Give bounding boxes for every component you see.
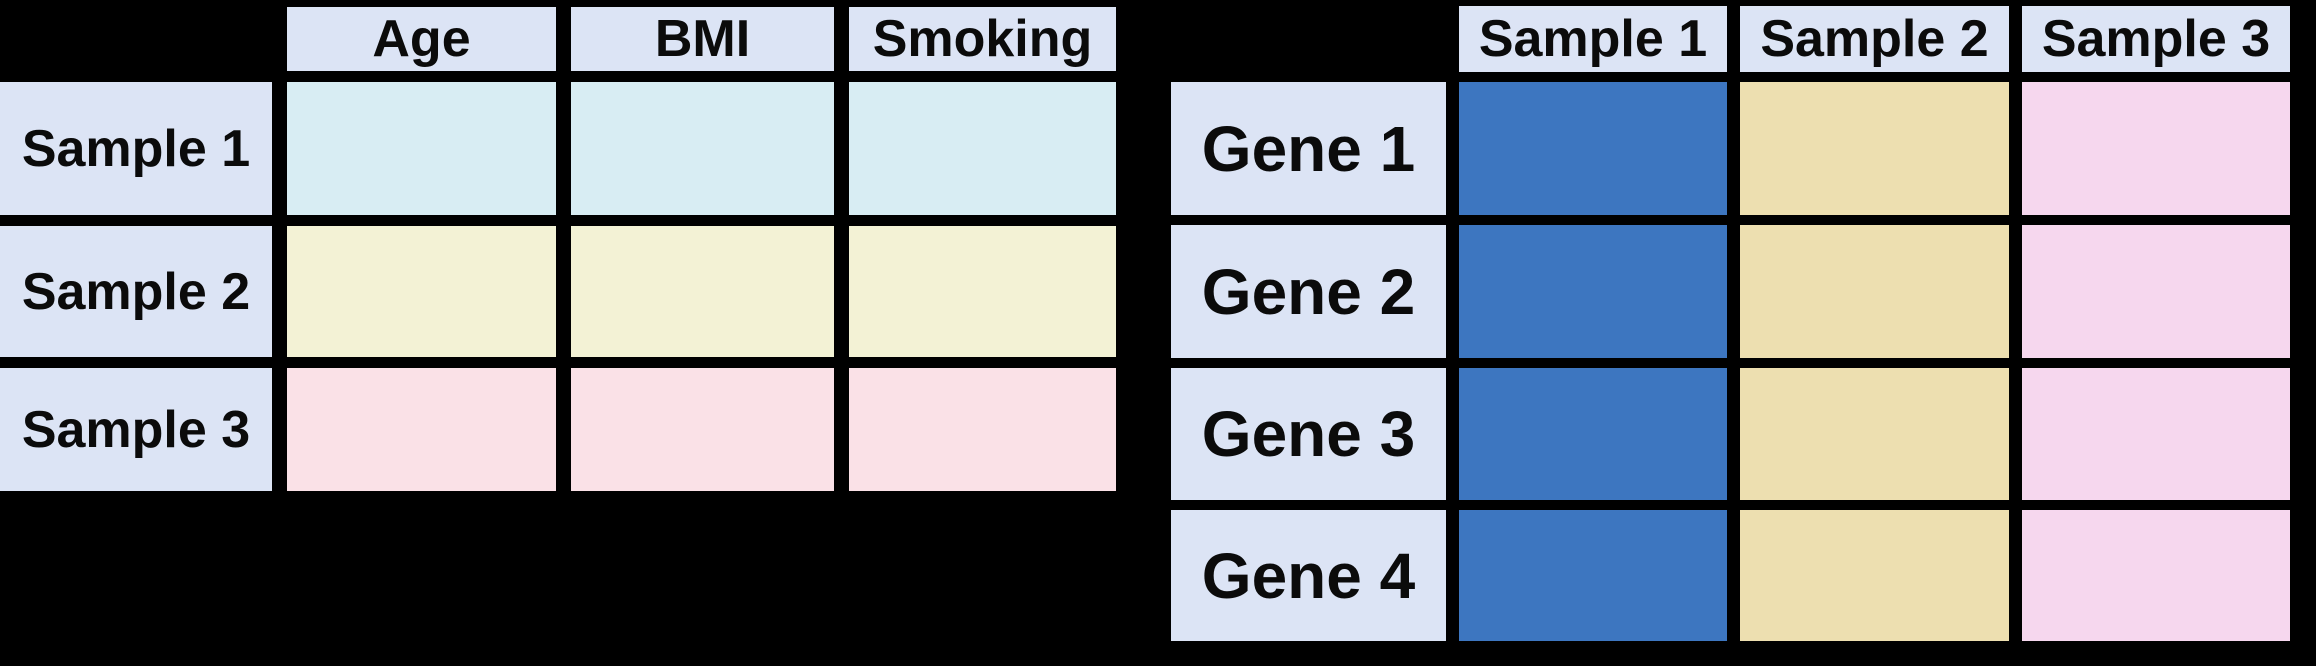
expression-data-cell-gene2-sample2	[1740, 225, 2009, 358]
expression-data-cell-gene3-sample2	[1740, 368, 2009, 500]
covariates-column-header-bmi: BMI	[571, 7, 834, 71]
covariates-column-header-age: Age	[287, 7, 556, 71]
covariates-data-cell-sample2-age	[287, 226, 556, 357]
expression-data-cell-gene1-sample2	[1740, 82, 2009, 215]
expression-data-cell-gene1-sample3	[2022, 82, 2290, 215]
covariates-data-cell-sample3-bmi	[571, 368, 834, 491]
covariates-row-header-sample1: Sample 1	[0, 82, 272, 215]
expression-data-cell-gene2-sample1	[1459, 225, 1727, 358]
expression-row-header-gene1: Gene 1	[1171, 82, 1446, 215]
covariates-data-cell-sample1-age	[287, 82, 556, 215]
expression-row-header-gene3: Gene 3	[1171, 368, 1446, 500]
covariates-column-header-smoking: Smoking	[849, 7, 1116, 71]
covariates-row-header-sample3: Sample 3	[0, 368, 272, 491]
expression-data-cell-gene3-sample1	[1459, 368, 1727, 500]
expression-table: Sample 1 Sample 2 Sample 3 Gene 1 Gene 2…	[1171, 6, 2290, 641]
covariates-table: Age BMI Smoking Sample 1 Sample 2 Sample…	[0, 7, 1116, 491]
covariates-data-cell-sample3-age	[287, 368, 556, 491]
expression-column-header-sample2: Sample 2	[1740, 6, 2009, 72]
covariates-data-cell-sample1-smoking	[849, 82, 1116, 215]
covariates-data-cell-sample2-bmi	[571, 226, 834, 357]
expression-column-header-sample3: Sample 3	[2022, 6, 2290, 72]
expression-row-header-gene4: Gene 4	[1171, 510, 1446, 641]
expression-data-cell-gene1-sample1	[1459, 82, 1727, 215]
expression-column-header-sample1: Sample 1	[1459, 6, 1727, 72]
covariates-data-cell-sample2-smoking	[849, 226, 1116, 357]
expression-data-cell-gene4-sample2	[1740, 510, 2009, 641]
expression-data-cell-gene4-sample3	[2022, 510, 2290, 641]
expression-row-header-gene2: Gene 2	[1171, 225, 1446, 358]
covariates-corner-cell	[0, 7, 272, 71]
covariates-row-header-sample2: Sample 2	[0, 226, 272, 357]
covariates-data-cell-sample3-smoking	[849, 368, 1116, 491]
expression-data-cell-gene3-sample3	[2022, 368, 2290, 500]
expression-corner-cell	[1171, 6, 1446, 72]
expression-data-cell-gene2-sample3	[2022, 225, 2290, 358]
expression-data-cell-gene4-sample1	[1459, 510, 1727, 641]
covariates-data-cell-sample1-bmi	[571, 82, 834, 215]
